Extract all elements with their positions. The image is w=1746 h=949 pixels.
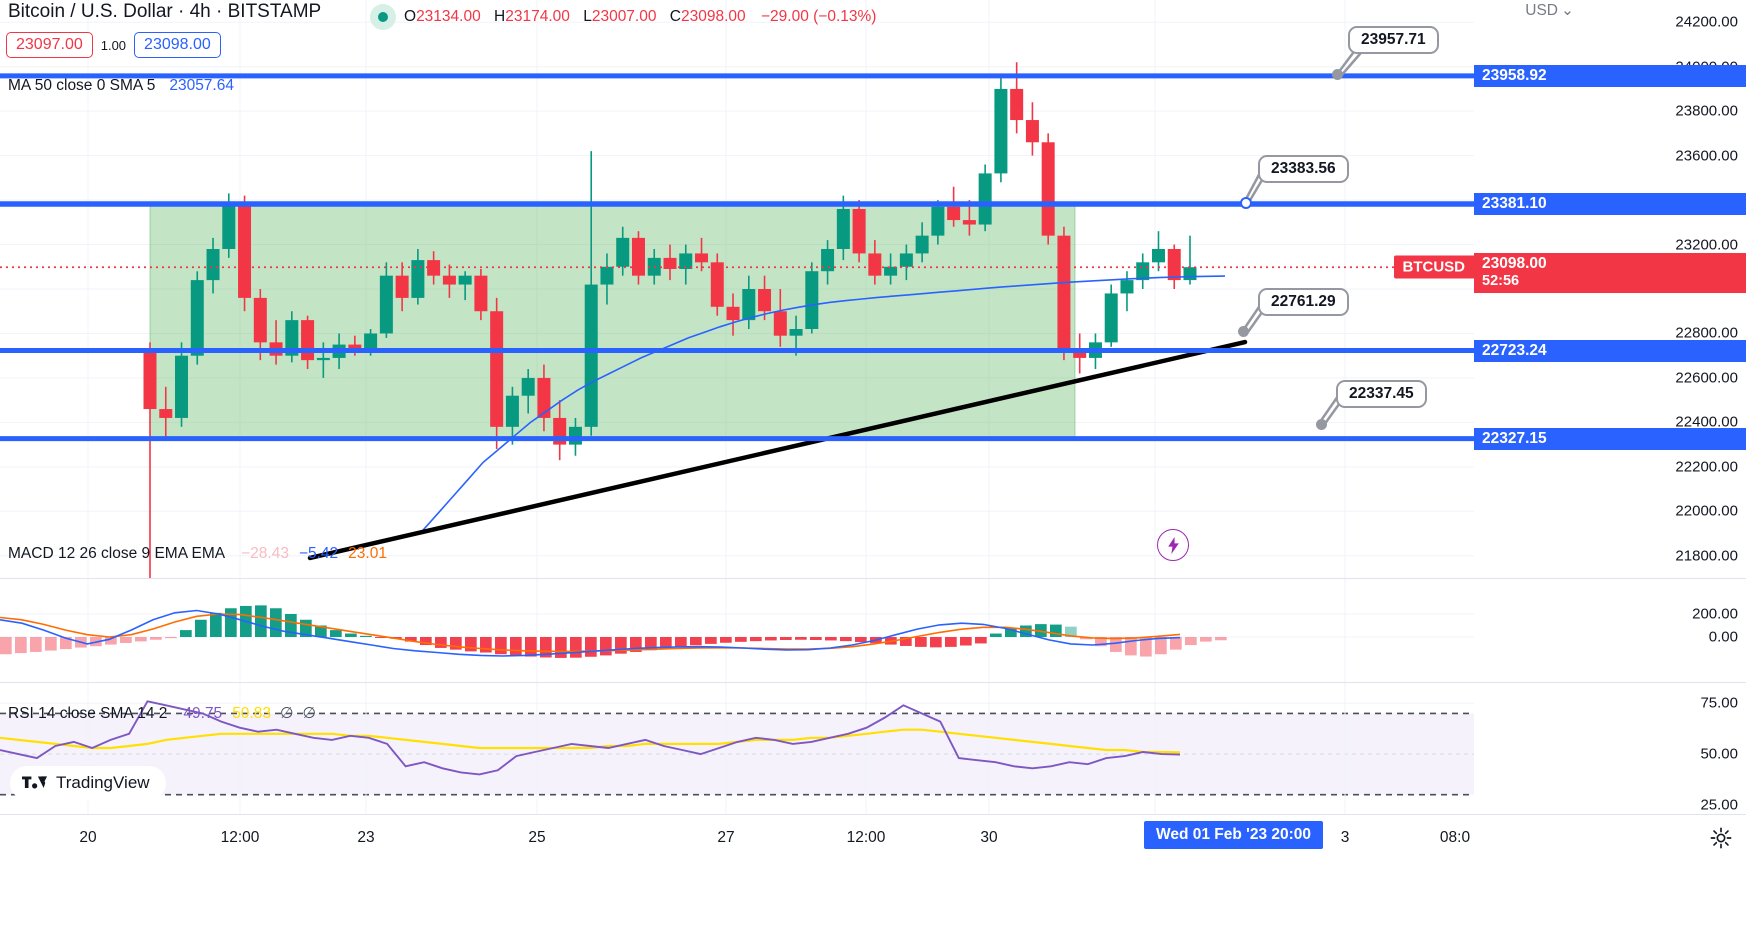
- price-axis-tick: 24200.00: [1675, 13, 1738, 31]
- time-axis[interactable]: Wed 01 Feb '23 20:00 20 12:00 23 25 27 12:00 3…: [0, 814, 1746, 949]
- price-axis-tick: 23600.00: [1675, 147, 1738, 165]
- macd-pane[interactable]: [0, 578, 1474, 683]
- rsi-empty-2: ∅: [302, 705, 317, 722]
- price-axis-tick: 21800.00: [1675, 547, 1738, 565]
- rsi-sma-value: 50.83: [232, 705, 271, 722]
- time-cursor-badge: Wed 01 Feb '23 20:00: [1144, 821, 1324, 849]
- ohlc-h-value: 23174.00: [505, 8, 570, 26]
- time-axis-tick: 23: [357, 829, 375, 846]
- macd-axis-tick: 0.00: [1708, 628, 1738, 646]
- callout-anchor-4[interactable]: [1316, 419, 1327, 430]
- symbol-title: Bitcoin / U.S. Dollar · 4h · BITSTAMP: [8, 1, 322, 22]
- bid-price-button[interactable]: 23097.00: [6, 32, 93, 58]
- ohlc-change: −29.00 (−0.13%): [760, 8, 877, 26]
- chevron-down-icon: ⌄: [1561, 2, 1574, 19]
- symbol-legend[interactable]: Bitcoin / U.S. Dollar · 4h · BITSTAMP: [8, 2, 321, 22]
- price-axis-tick: 22000.00: [1675, 502, 1738, 520]
- macd-signal-value: 23.01: [348, 545, 387, 562]
- time-axis-tick: 12:00: [846, 829, 886, 846]
- tradingview-mark-icon: [22, 776, 48, 789]
- price-chart-pane[interactable]: [0, 0, 1474, 578]
- spread-value: 1.00: [100, 37, 127, 53]
- rsi-axis[interactable]: 75.00 50.00 25.00: [1474, 682, 1746, 815]
- price-level-badge[interactable]: 23958.92: [1474, 64, 1746, 87]
- callout-label-1[interactable]: 23957.71: [1348, 26, 1439, 54]
- ma-indicator-legend[interactable]: MA 50 close 0 SMA 5 23057.64: [8, 76, 234, 96]
- price-axis[interactable]: 24200.0024000.0023800.0023600.0023200.00…: [1393, 0, 1746, 578]
- time-axis-tick: 12:00: [220, 829, 260, 846]
- price-axis-tick: 22600.00: [1675, 369, 1738, 387]
- ohlc-c-value: 23098.00: [681, 8, 746, 26]
- time-axis-tick: 3: [1340, 829, 1350, 846]
- price-level-badge[interactable]: 23381.10: [1474, 193, 1746, 216]
- macd-indicator-name: MACD 12 26 close 9 EMA EMA: [8, 545, 226, 562]
- rsi-empty-1: ∅: [279, 705, 294, 722]
- lightning-bolt-icon[interactable]: [1157, 529, 1189, 561]
- ohlc-l-label: L: [583, 8, 592, 26]
- currency-label: USD: [1525, 2, 1558, 19]
- time-axis-tick: 20: [79, 829, 97, 846]
- rsi-indicator-legend[interactable]: RSI 14 close SMA 14 2 49.75 50.83 ∅ ∅: [8, 704, 316, 724]
- price-level-badge[interactable]: 22327.15: [1474, 427, 1746, 450]
- tradingview-logo[interactable]: TradingView: [10, 766, 166, 800]
- rsi-value: 49.75: [183, 705, 223, 722]
- quote-row: 23097.00 1.00 23098.00: [6, 32, 221, 58]
- macd-line-value: −5.42: [298, 545, 339, 562]
- ask-price-button[interactable]: 23098.00: [134, 32, 221, 58]
- time-axis-tick: 27: [717, 829, 735, 846]
- callout-label-4[interactable]: 22337.45: [1336, 380, 1427, 408]
- time-axis-tick: 25: [528, 829, 546, 846]
- ma-indicator-value: 23057.64: [169, 77, 234, 94]
- bar-countdown: 52:56: [1482, 273, 1520, 290]
- callout-anchor-1[interactable]: [1332, 69, 1343, 80]
- price-level-badge[interactable]: 22723.24: [1474, 339, 1746, 362]
- rsi-pane[interactable]: [0, 682, 1474, 815]
- price-chart-canvas: [0, 0, 1474, 578]
- ohlc-legend: O23134.00 H23174.00 L23007.00 C23098.00 …: [370, 4, 876, 30]
- price-axis-tick: 22400.00: [1675, 413, 1738, 431]
- callout-label-3[interactable]: 22761.29: [1258, 288, 1349, 316]
- callout-label-2[interactable]: 23383.56: [1258, 155, 1349, 183]
- last-price-value: 23098.00: [1482, 255, 1547, 273]
- price-axis-tick: 23200.00: [1675, 236, 1738, 254]
- ohlc-o-value: 23134.00: [416, 8, 481, 26]
- macd-axis[interactable]: 200.00 0.00: [1474, 578, 1746, 683]
- last-price-badge[interactable]: 23098.00 52:56: [1474, 253, 1746, 294]
- price-axis-tick: 22200.00: [1675, 458, 1738, 476]
- rsi-axis-tick: 25.00: [1700, 796, 1738, 814]
- macd-canvas: [0, 579, 1474, 683]
- macd-indicator-legend[interactable]: MACD 12 26 close 9 EMA EMA −28.43 −5.42 23.…: [8, 544, 387, 564]
- market-open-status-icon: [370, 4, 396, 30]
- time-axis-tick: 30: [980, 829, 998, 846]
- rsi-axis-tick: 50.00: [1700, 745, 1738, 763]
- time-axis-tick: 08:0: [1439, 829, 1471, 846]
- ohlc-h-label: H: [494, 8, 506, 26]
- ohlc-c-label: C: [669, 8, 681, 26]
- price-axis-tick: 22800.00: [1675, 324, 1738, 342]
- ticker-badge[interactable]: BTCUSD: [1393, 255, 1474, 279]
- currency-selector[interactable]: USD ⌄: [1525, 1, 1574, 20]
- rsi-canvas: [0, 683, 1474, 815]
- callout-anchor-3[interactable]: [1238, 326, 1249, 337]
- ma-indicator-name: MA 50 close 0 SMA 5: [8, 77, 156, 94]
- gear-icon[interactable]: [1710, 827, 1732, 849]
- ohlc-l-value: 23007.00: [591, 8, 657, 26]
- rsi-axis-tick: 75.00: [1700, 694, 1738, 712]
- ohlc-o-label: O: [404, 8, 417, 26]
- rsi-indicator-name: RSI 14 close SMA 14 2: [8, 705, 168, 722]
- macd-axis-tick: 200.00: [1692, 605, 1738, 623]
- price-axis-tick: 23800.00: [1675, 102, 1738, 120]
- macd-hist-value: −28.43: [241, 545, 289, 562]
- tradingview-wordmark: TradingView: [56, 773, 150, 792]
- callout-anchor-2[interactable]: [1240, 197, 1252, 209]
